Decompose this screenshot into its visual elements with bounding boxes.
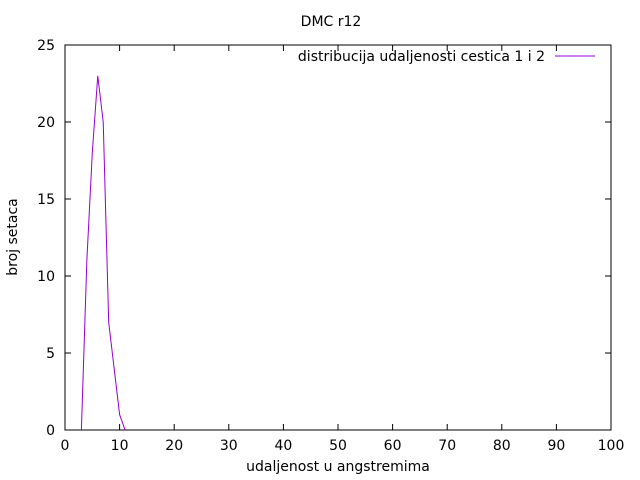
- x-tick-label: 70: [438, 438, 456, 454]
- x-tick-label: 50: [329, 438, 347, 454]
- y-tick-label: 20: [37, 115, 55, 131]
- x-tick-label: 20: [165, 438, 183, 454]
- x-axis-label: udaljenost u angstremima: [246, 459, 430, 475]
- y-tick-label: 0: [46, 423, 55, 439]
- x-tick-label: 90: [547, 438, 565, 454]
- y-tick-label: 5: [46, 346, 55, 362]
- y-tick-label: 15: [37, 192, 55, 208]
- series-layer: [80, 75, 126, 431]
- series-line: [80, 75, 126, 431]
- y-tick-label: 25: [37, 38, 55, 54]
- x-tick-label: 100: [598, 438, 625, 454]
- y-axis-label: broj setaca: [5, 198, 21, 276]
- plot-frame: [64, 44, 612, 431]
- x-tick-label: 80: [493, 438, 511, 454]
- x-tick-label: 60: [384, 438, 402, 454]
- chart-title: DMC r12: [301, 14, 362, 30]
- x-tick-label: 40: [274, 438, 292, 454]
- x-tick-label: 30: [220, 438, 238, 454]
- legend: distribucija udaljenosti cestica 1 i 2: [298, 49, 595, 65]
- legend-series-label: distribucija udaljenosti cestica 1 i 2: [298, 49, 545, 65]
- y-axis-ticks: 0 5 10 15 20 25: [37, 38, 611, 439]
- x-axis-ticks: 0 10 20 30 40 50 60 70 80 90 100: [61, 45, 625, 454]
- y-tick-label: 10: [37, 269, 55, 285]
- x-tick-label: 10: [111, 438, 129, 454]
- x-tick-label: 0: [61, 438, 70, 454]
